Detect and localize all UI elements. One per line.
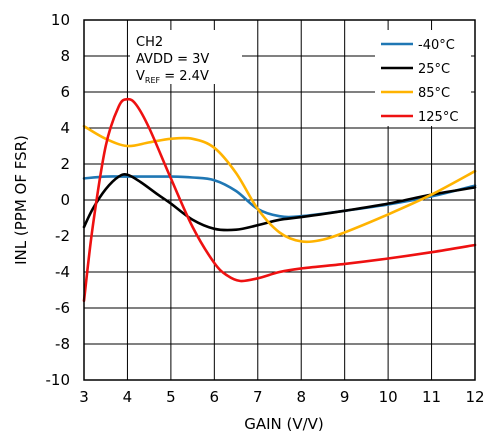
x-tick-label-6: 9 [340, 388, 350, 406]
x-tick-label-4: 7 [253, 388, 263, 406]
legend-label-0: -40°C [418, 38, 455, 53]
tick-labels: 3 4 5 6 7 8 9 10 11 12 -10 -8 -6 -4 -2 0 2 4 6 8 10 [46, 11, 485, 406]
annotation-vref-sub: REF [145, 76, 161, 85]
y-tick-label-10: 10 [51, 11, 70, 29]
annotation-line-channel: CH2 [136, 35, 163, 50]
x-tick-label-2: 5 [166, 388, 176, 406]
y-tick-label-7: 4 [60, 119, 70, 137]
x-tick-label-1: 4 [123, 388, 133, 406]
y-tick-label-5: 0 [60, 191, 70, 209]
series-line-1 [82, 173, 477, 232]
legend-background [375, 30, 471, 126]
plot-border [83, 19, 476, 381]
annotation-vref-v: V [136, 69, 145, 84]
y-tick-label-6: 2 [60, 155, 70, 173]
annotation-box: CH2 AVDD = 3V VREF = 2.4V [130, 30, 242, 85]
series-line-2 [82, 124, 477, 244]
annotation-line-vref: VREF = 2.4V [136, 69, 209, 85]
plot-frame [83, 19, 476, 381]
x-tick-label-0: 3 [79, 388, 89, 406]
legend-label-2: 85°C [418, 86, 450, 101]
y-tick-label-9: 8 [60, 47, 70, 65]
legend: -40°C 25°C 85°C 125°C [375, 30, 471, 126]
annotation-vref-value: = 2.4V [160, 69, 209, 84]
y-tick-label-1: -8 [55, 335, 70, 353]
legend-label-3: 125°C [418, 110, 458, 125]
series-lines [82, 97, 477, 303]
y-tick-label-3: -4 [55, 263, 70, 281]
series-line-3 [82, 97, 477, 303]
y-tick-label-2: -6 [55, 299, 70, 317]
y-tick-label-4: -2 [55, 227, 70, 245]
annotation-background [130, 30, 242, 84]
x-tick-label-3: 6 [210, 388, 220, 406]
x-axis-title: GAIN (V/V) [244, 415, 324, 433]
annotation-line-avdd: AVDD = 3V [136, 52, 209, 67]
y-axis-title: INL (PPM OF FSR) [12, 135, 30, 265]
x-tick-label-9: 12 [465, 388, 484, 406]
x-tick-label-7: 10 [379, 388, 398, 406]
y-tick-label-0: -10 [46, 371, 71, 389]
legend-label-1: 25°C [418, 62, 450, 77]
y-tick-label-8: 6 [60, 83, 70, 101]
x-tick-label-5: 8 [296, 388, 306, 406]
x-tick-label-8: 11 [422, 388, 441, 406]
